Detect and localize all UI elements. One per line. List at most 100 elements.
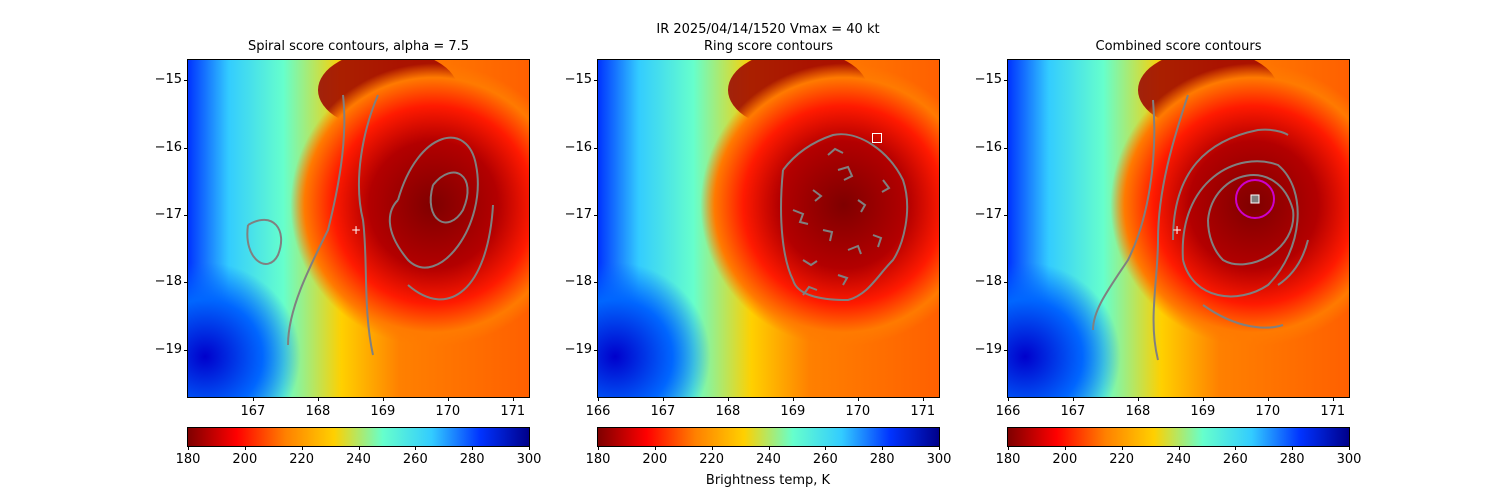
panel-3-heatmap [1008,60,1349,397]
colorbar-tick-mark [529,446,530,450]
ytick-mark [184,282,188,284]
colorbar-tick-label: 260 [1222,452,1248,467]
colorbar-tick-label: 220 [699,452,725,467]
colorbar-tick-mark [1121,446,1123,450]
xtick-mark [1202,397,1204,401]
colorbar-tick-label: 300 [926,452,952,467]
ytick-label: −15 [974,72,1002,88]
colorbar-tick-mark [768,446,770,450]
colorbar-tick-label: 260 [812,452,838,467]
xtick-label: 168 [1125,404,1151,419]
colorbar-tick-mark [415,446,417,450]
ytick-label: −17 [564,207,592,223]
xtick-mark [252,397,254,401]
xtick-mark [382,397,384,401]
colorbar-tick-mark [1064,446,1066,450]
colorbar-tick-mark [882,446,884,450]
xtick-label: 169 [1190,404,1216,419]
figure-suptitle: IR 2025/04/14/1520 Vmax = 40 kt [656,22,880,37]
ytick-mark [594,349,598,351]
colorbar-3 [1007,427,1350,447]
xtick-mark [598,397,599,401]
ytick-label: −16 [564,139,592,155]
colorbar-tick-label: 180 [995,452,1021,467]
xtick-label: 166 [995,404,1021,419]
xtick-mark [727,397,729,401]
xtick-mark [1267,397,1269,401]
colorbar-1 [187,427,530,447]
ytick-mark [594,282,598,284]
colorbar-tick-mark [1349,446,1350,450]
colorbar-tick-label: 280 [1279,452,1305,467]
ytick-label: −19 [974,341,1002,357]
ytick-label: −15 [154,72,182,88]
colorbar-tick-label: 220 [1109,452,1135,467]
panel-1-axes [187,59,530,398]
ytick-label: −18 [564,274,592,290]
colorbar-tick-label: 300 [1336,452,1362,467]
xtick-mark [922,397,924,401]
panel-2-title: Ring score contours [703,39,834,54]
colorbar-tick-mark [1008,446,1009,450]
colorbar-tick-mark [939,446,940,450]
ytick-mark [1004,147,1008,149]
colorbar-tick-label: 260 [402,452,428,467]
colorbar-tick-label: 240 [346,452,371,467]
ytick-mark [594,80,598,82]
ytick-label: −16 [974,139,1002,155]
xtick-label: 169 [370,404,396,419]
colorbar-tick-mark [1178,446,1180,450]
combined-plus-marker: + [1172,223,1183,237]
colorbar-tick-mark [188,446,189,450]
ytick-mark [184,147,188,149]
ytick-label: −18 [154,274,182,290]
panel-2-axes [597,59,940,398]
colorbar-2 [597,427,940,447]
colorbar-tick-mark [1292,446,1294,450]
ytick-label: −19 [154,341,182,357]
ytick-mark [594,215,598,217]
colorbar-label: Brightness temp, K [705,473,831,488]
xtick-label: 168 [715,404,741,419]
xtick-mark [1008,397,1009,401]
ytick-label: −16 [154,139,182,155]
colorbar-tick-mark [244,446,246,450]
panel-3-title: Combined score contours [1095,39,1262,54]
xtick-label: 168 [305,404,331,419]
xtick-label: 166 [585,404,611,419]
panel-1-title: Spiral score contours, alpha = 7.5 [247,39,470,54]
xtick-label: 167 [1060,404,1086,419]
panel-1-heatmap [188,60,529,397]
panel-3-axes [1007,59,1350,398]
xtick-mark [792,397,794,401]
xtick-label: 169 [780,404,806,419]
panel-2-heatmap [598,60,939,397]
colorbar-tick-label: 240 [756,452,781,467]
ytick-mark [184,349,188,351]
colorbar-tick-label: 220 [289,452,315,467]
xtick-label: 171 [500,404,526,419]
xtick-label: 170 [1255,404,1281,419]
colorbar-tick-label: 240 [1166,452,1191,467]
colorbar-tick-label: 280 [459,452,485,467]
ring-square-marker [872,133,882,143]
xtick-mark [1072,397,1074,401]
center-plus-marker: + [351,223,362,237]
ytick-mark [184,80,188,82]
colorbar-tick-mark [358,446,360,450]
colorbar-tick-mark [711,446,713,450]
ytick-mark [1004,282,1008,284]
xtick-label: 167 [240,404,266,419]
xtick-mark [1332,397,1334,401]
colorbar-tick-label: 280 [869,452,895,467]
colorbar-tick-label: 180 [585,452,611,467]
colorbar-tick-mark [472,446,474,450]
xtick-label: 167 [650,404,676,419]
xtick-mark [317,397,319,401]
xtick-label: 170 [435,404,461,419]
xtick-mark [857,397,859,401]
colorbar-tick-mark [654,446,656,450]
xtick-mark [447,397,449,401]
ytick-label: −17 [154,207,182,223]
ytick-label: −19 [564,341,592,357]
